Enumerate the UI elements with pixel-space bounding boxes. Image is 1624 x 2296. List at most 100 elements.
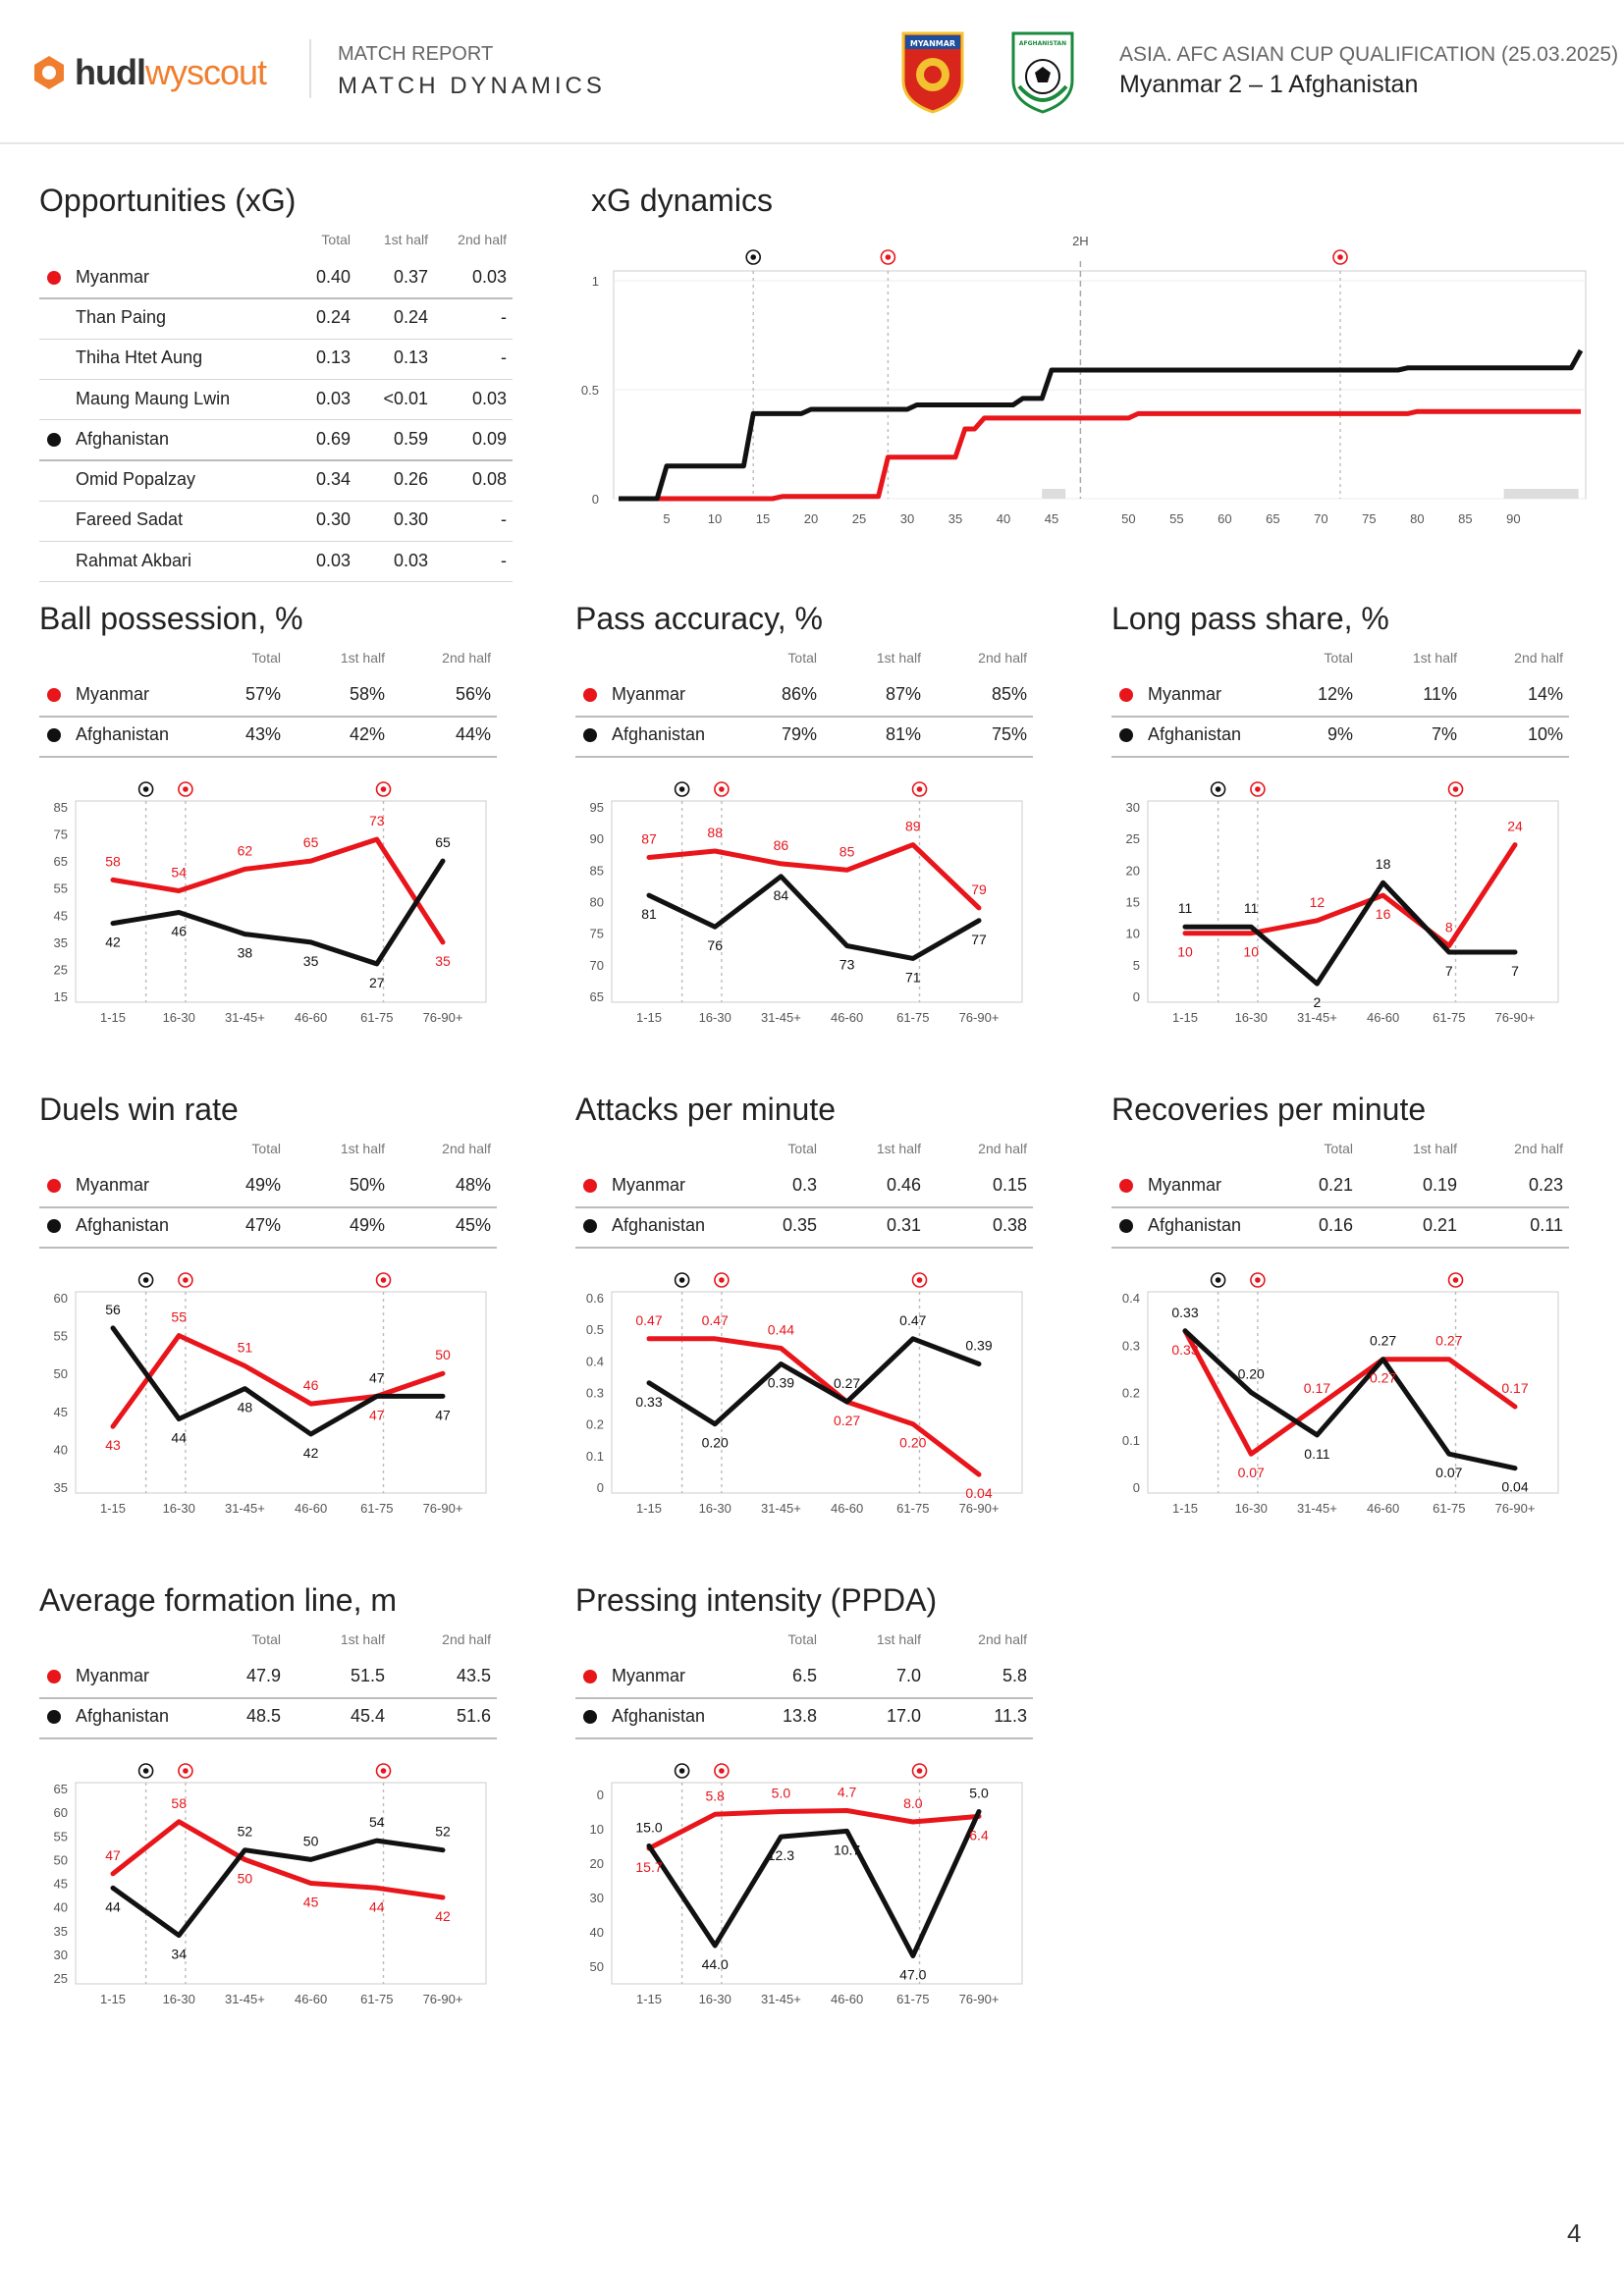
- goal-afghanistan-icon: [137, 781, 154, 797]
- data-label-myanmar: 44: [369, 1898, 385, 1914]
- table-header-1: 1st half: [340, 1141, 385, 1156]
- goal-afghanistan-icon: [1210, 1272, 1226, 1288]
- data-label-afghanistan: 44: [105, 1898, 121, 1914]
- x-tick-label: 10: [708, 511, 722, 526]
- cell-h2: 0.23: [1528, 1174, 1563, 1195]
- cell-h1: 58%: [349, 683, 385, 704]
- goal-myanmar-icon: [1447, 781, 1464, 797]
- y-tick-label: 10: [590, 1822, 604, 1837]
- stoppage-marker: [1042, 489, 1066, 499]
- series-line-myanmar: [1182, 1328, 1518, 1457]
- x-tick-label: 16-30: [163, 1501, 195, 1516]
- data-label-myanmar: 42: [435, 1908, 451, 1924]
- data-label-afghanistan: 0.39: [768, 1375, 794, 1391]
- x-tick-label: 61-75: [360, 1501, 393, 1516]
- table-header-2: 2nd half: [1514, 1141, 1563, 1156]
- afghanistan-legend-dot: [47, 728, 61, 743]
- score-line: Myanmar 2 – 1 Afghanistan: [1119, 71, 1419, 98]
- goal-myanmar-icon: [714, 1763, 730, 1779]
- cell-h1: 0.30: [393, 509, 428, 530]
- goal-afghanistan-icon: [674, 1763, 690, 1779]
- y-tick-label: 0: [1133, 989, 1140, 1004]
- metric-line-chart: 65 60 55 50 45 40 35 30 25 1-15 16-30 31-45+ 46-60 61…: [54, 1763, 487, 2006]
- x-tick-label: 60: [1218, 511, 1231, 526]
- row-name: Afghanistan: [612, 724, 706, 745]
- cell-h1: 0.59: [393, 428, 428, 449]
- cell-total: 0.35: [782, 1215, 817, 1236]
- series-line-afghanistan: [110, 1838, 446, 1939]
- y-tick-label: 25: [54, 962, 68, 977]
- svg-text:AFGHANISTAN: AFGHANISTAN: [1019, 40, 1066, 47]
- table-header-2: 2nd half: [442, 650, 491, 666]
- stoppage-marker: [1503, 489, 1579, 499]
- row-name: Afghanistan: [1148, 1215, 1242, 1236]
- cell-h2: 51.6: [456, 1706, 491, 1727]
- goal-myanmar-icon: [911, 1763, 928, 1779]
- table-row: Afghanistan 48.5 45.4 51.6: [39, 1697, 497, 1739]
- table-header-1: 1st half: [340, 1631, 385, 1647]
- x-tick-label: 61-75: [360, 1010, 393, 1025]
- table-row: Myanmar 47.9 51.5 43.5: [39, 1656, 497, 1699]
- x-tick-label: 46-60: [295, 1992, 327, 2006]
- cell-total: 0.30: [315, 509, 351, 530]
- metric-table: Total 1st half 2nd half Myanmar 6.5 7.0 5.8 Afg…: [575, 1631, 1033, 1739]
- cell-h1: 0.37: [393, 266, 428, 287]
- metric-table: Total 1st half 2nd half Myanmar 0.3 0.46 0.15 A…: [575, 1141, 1033, 1249]
- x-tick-label: 5: [663, 511, 670, 526]
- x-tick-label: 16-30: [1235, 1010, 1268, 1025]
- table-row: Afghanistan 0.16 0.21 0.11: [1111, 1206, 1569, 1249]
- y-tick-label: 0.6: [586, 1291, 604, 1306]
- x-tick-label: 76-90+: [423, 1992, 463, 2006]
- report-header: hudlwyscout MATCH REPORT MATCH DYNAMICS …: [0, 0, 1624, 144]
- data-label-afghanistan: 0.20: [702, 1435, 729, 1451]
- xg-series-afghanistan: [619, 348, 1584, 502]
- y-tick-label: 75: [54, 828, 68, 842]
- data-label-myanmar: 4.7: [838, 1784, 857, 1799]
- row-name: Thiha Htet Aung: [76, 347, 203, 368]
- data-label-myanmar: 46: [303, 1377, 319, 1393]
- data-label-afghanistan: 47: [435, 1407, 451, 1422]
- row-name: Than Paing: [76, 306, 167, 327]
- cell-h1: 0.31: [886, 1215, 921, 1236]
- metric-line-chart: 0.6 0.5 0.4 0.3 0.2 0.1 0 1-15 16-30 31-45+ 46-60 6…: [586, 1272, 1023, 1516]
- row-name: Rahmat Akbari: [76, 550, 192, 570]
- data-label-afghanistan: 50: [303, 1833, 319, 1848]
- metric-line-chart: 60 55 50 45 40 35 1-15 16-30 31-45+ 46-60 61-75 76-…: [54, 1272, 487, 1516]
- y-tick-label: 70: [590, 958, 604, 973]
- data-label-myanmar: 0.20: [899, 1435, 926, 1451]
- y-tick-label: 90: [590, 831, 604, 846]
- x-tick-label: 61-75: [360, 1992, 393, 2006]
- data-label-myanmar: 58: [171, 1795, 187, 1811]
- row-name: Afghanistan: [612, 1706, 706, 1727]
- cell-h2: 0.03: [471, 266, 507, 287]
- x-tick-label: 46-60: [295, 1501, 327, 1516]
- y-tick-label: 25: [1126, 831, 1140, 846]
- data-label-afghanistan: 65: [435, 834, 451, 850]
- goal-myanmar-icon: [1447, 1272, 1464, 1288]
- y-tick-label: 50: [590, 1959, 604, 1974]
- y-tick-label: 40: [590, 1925, 604, 1940]
- cell-h2: 45%: [455, 1215, 491, 1236]
- cell-h2: 56%: [455, 683, 491, 704]
- data-label-myanmar: 8.0: [903, 1795, 923, 1811]
- data-label-afghanistan: 7: [1445, 963, 1453, 979]
- data-label-myanmar: 87: [641, 830, 657, 846]
- y-tick-label: 0.5: [581, 383, 599, 398]
- table-header-0: Total: [321, 232, 351, 247]
- x-tick-label: 1-15: [100, 1501, 126, 1516]
- x-tick-label: 16-30: [699, 1501, 731, 1516]
- data-label-afghanistan: 0.11: [1304, 1446, 1329, 1462]
- cell-h2: 0.03: [471, 388, 507, 408]
- table-header-2: 2nd half: [978, 1631, 1027, 1647]
- table-header-2: 2nd half: [978, 650, 1027, 666]
- metric-table: Total 1st half 2nd half Myanmar 57% 58% 56% Afg…: [39, 650, 497, 758]
- plot-frame: [611, 1782, 1023, 1985]
- x-tick-label: 46-60: [831, 1010, 863, 1025]
- y-tick-label: 0: [1133, 1480, 1140, 1495]
- cell-total: 86%: [781, 683, 817, 704]
- table-row: Afghanistan 13.8 17.0 11.3: [575, 1697, 1033, 1739]
- data-label-myanmar: 10: [1243, 944, 1259, 960]
- series-line-afghanistan: [110, 1325, 446, 1437]
- series-line-myanmar: [1182, 842, 1518, 948]
- y-tick-label: 55: [54, 881, 68, 896]
